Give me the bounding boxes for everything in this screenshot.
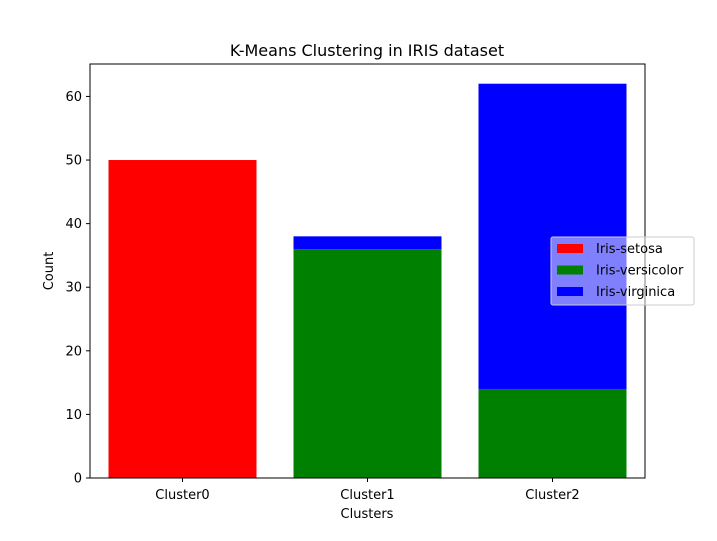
legend-swatch xyxy=(557,287,583,296)
legend-box xyxy=(550,236,695,306)
x-tick-label: Cluster0 xyxy=(155,488,209,503)
legend-swatch xyxy=(557,265,583,275)
bar-cluster1-series-1 xyxy=(293,249,442,478)
bar-cluster0-series-0 xyxy=(108,160,257,478)
legend: Iris-setosa Iris-versicolor Iris-virginica xyxy=(550,236,695,306)
chart-title: K-Means Clustering in IRIS dataset xyxy=(230,41,504,60)
y-tick-label: 30 xyxy=(65,281,82,296)
y-tick-label: 10 xyxy=(65,408,82,423)
y-tick-label: 50 xyxy=(65,154,82,169)
x-tick-label: Cluster2 xyxy=(525,488,579,503)
legend-swatch xyxy=(557,244,583,253)
legend-label: Iris-setosa xyxy=(596,242,663,257)
legend-label: Iris-virginica xyxy=(596,285,675,300)
x-tick-label: Cluster1 xyxy=(340,488,394,503)
bar-cluster2-series-2 xyxy=(478,83,627,389)
y-tick-label: 40 xyxy=(65,217,82,232)
x-axis: Cluster0 Cluster1 Cluster2 xyxy=(155,478,580,503)
y-axis-label: Count xyxy=(42,252,57,291)
y-axis: 0 10 20 30 40 50 60 xyxy=(65,90,90,487)
y-tick-label: 0 xyxy=(74,472,82,487)
bar-cluster2-series-1 xyxy=(478,388,627,478)
bars-layer xyxy=(108,83,627,478)
x-axis-label: Clusters xyxy=(341,507,394,522)
bar-cluster1-series-2 xyxy=(293,236,442,250)
y-tick-label: 20 xyxy=(65,344,82,359)
y-tick-label: 60 xyxy=(65,90,82,105)
legend-label: Iris-versicolor xyxy=(596,264,684,279)
